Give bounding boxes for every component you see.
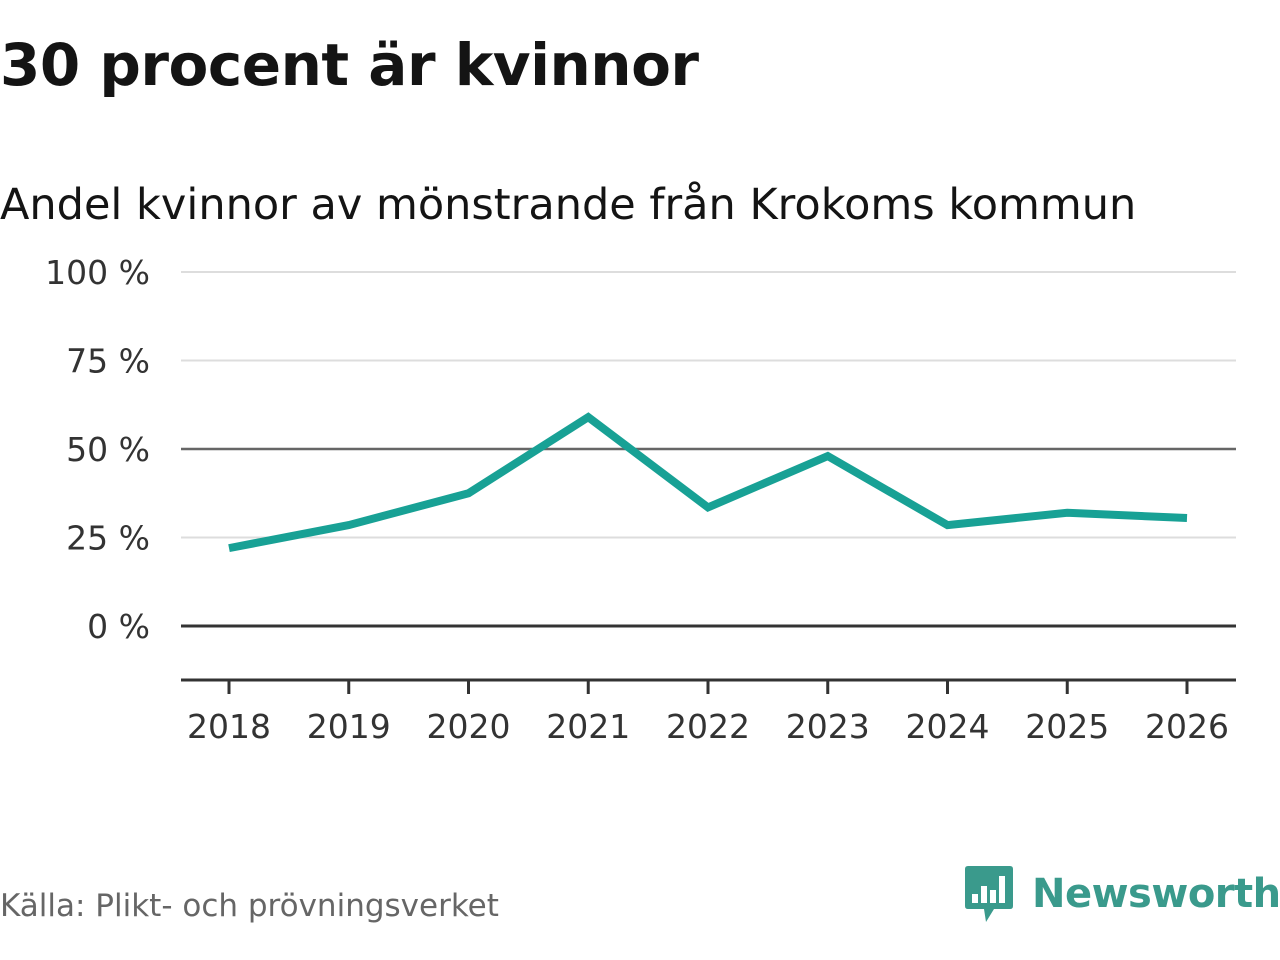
y-tick-label: 75 %: [66, 342, 150, 381]
source-note: Källa: Plikt- och prövningsverket: [0, 888, 499, 924]
y-tick-label: 0 %: [87, 607, 150, 646]
y-tick-label: 100 %: [45, 253, 150, 292]
brand-logo: Newsworthy: [964, 864, 1280, 924]
x-tick-label: 2024: [906, 707, 990, 746]
x-tick-label: 2020: [427, 707, 511, 746]
series-line-0: [228, 412, 1188, 553]
chart-subtitle: Andel kvinnor av mönstrande från Krokoms…: [0, 180, 1137, 230]
newsworthy-logo-icon: [965, 866, 1013, 922]
x-tick-label: 2021: [546, 707, 630, 746]
x-tick-label: 2026: [1145, 707, 1229, 746]
x-tick-label: 2023: [786, 707, 870, 746]
chart-title: 30 procent är kvinnor: [0, 31, 699, 99]
y-tick-label: 25 %: [66, 519, 150, 558]
y-tick-label: 50 %: [66, 430, 150, 469]
x-tick-label: 2025: [1025, 707, 1109, 746]
x-tick-label: 2018: [187, 707, 271, 746]
x-tick-label: 2019: [307, 707, 391, 746]
x-tick-label: 2022: [666, 707, 750, 746]
brand-name: Newsworthy: [1032, 871, 1280, 917]
